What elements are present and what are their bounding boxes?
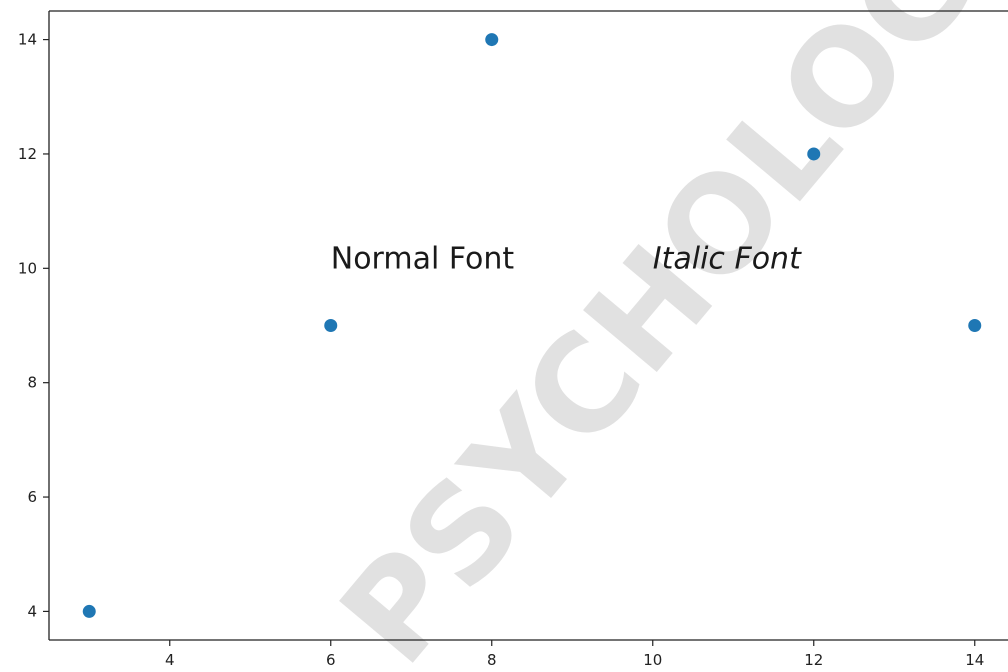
data-point bbox=[968, 319, 982, 332]
data-point bbox=[324, 319, 338, 332]
normal-font-annotation: Normal Font bbox=[331, 241, 515, 276]
watermark: PSYCHOLOGY.C bbox=[312, 0, 1008, 672]
x-tick-label: 8 bbox=[487, 651, 497, 669]
italic-font-annotation: Italic Font bbox=[653, 241, 802, 276]
data-point bbox=[82, 604, 96, 618]
x-tick-label: 10 bbox=[643, 651, 662, 669]
y-tick-label: 10 bbox=[18, 259, 37, 277]
y-tick-label: 12 bbox=[18, 145, 37, 163]
x-tick-label: 6 bbox=[326, 651, 336, 669]
data-points bbox=[82, 33, 982, 618]
y-tick-label: 8 bbox=[27, 374, 37, 392]
axis-ticks: 4 6 8 10 12 14 4 6 8 10 12 14 bbox=[18, 31, 984, 669]
y-tick-label: 14 bbox=[18, 31, 37, 49]
annotations: Normal Font Italic Font bbox=[331, 241, 802, 276]
plot-frame bbox=[48, 10, 1008, 641]
y-tick-label: 6 bbox=[27, 488, 37, 506]
data-point bbox=[485, 33, 499, 47]
data-point bbox=[807, 147, 821, 161]
x-tick-label: 12 bbox=[804, 651, 823, 669]
x-tick-label: 14 bbox=[965, 651, 984, 669]
watermark-text: PSYCHOLOGY.C bbox=[312, 0, 1008, 672]
y-tick-label: 4 bbox=[27, 602, 37, 620]
x-tick-label: 4 bbox=[165, 651, 175, 669]
